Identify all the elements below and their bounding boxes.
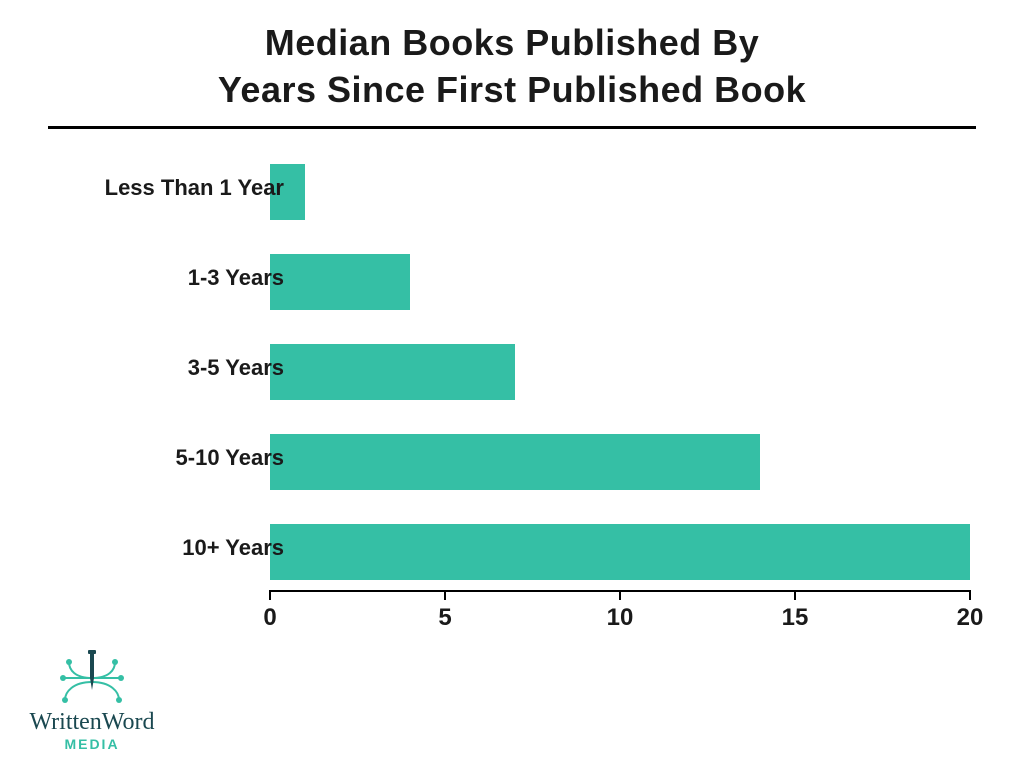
brand-logo: WrittenWord MEDIA xyxy=(12,648,172,752)
x-tick xyxy=(794,590,796,600)
plot-area xyxy=(270,150,970,610)
bar-row xyxy=(270,340,970,404)
chart-container: Median Books Published By Years Since Fi… xyxy=(0,0,1024,768)
chart-title: Median Books Published By Years Since Fi… xyxy=(0,0,1024,129)
category-label: Less Than 1 Year xyxy=(24,175,284,201)
bar xyxy=(270,434,760,490)
bar-row xyxy=(270,250,970,314)
title-rule xyxy=(48,126,976,129)
x-tick-label: 15 xyxy=(782,604,809,632)
x-tick-label: 20 xyxy=(957,604,984,632)
pen-circuit-icon xyxy=(57,648,127,708)
category-label: 5-10 Years xyxy=(24,445,284,471)
category-label: 1-3 Years xyxy=(24,265,284,291)
brand-name: WrittenWord xyxy=(12,710,172,734)
bar xyxy=(270,524,970,580)
x-tick xyxy=(444,590,446,600)
bar xyxy=(270,254,410,310)
x-tick-label: 5 xyxy=(438,604,451,632)
bar-row xyxy=(270,160,970,224)
brand-subname: MEDIA xyxy=(12,736,172,752)
bar xyxy=(270,344,515,400)
x-tick-label: 0 xyxy=(263,604,276,632)
title-line-1: Median Books Published By xyxy=(0,20,1024,67)
title-line-2: Years Since First Published Book xyxy=(0,67,1024,114)
bar-row xyxy=(270,520,970,584)
bar-row xyxy=(270,430,970,494)
category-label: 10+ Years xyxy=(24,535,284,561)
category-label: 3-5 Years xyxy=(24,355,284,381)
x-tick xyxy=(269,590,271,600)
x-tick xyxy=(969,590,971,600)
x-tick-label: 10 xyxy=(607,604,634,632)
x-tick xyxy=(619,590,621,600)
